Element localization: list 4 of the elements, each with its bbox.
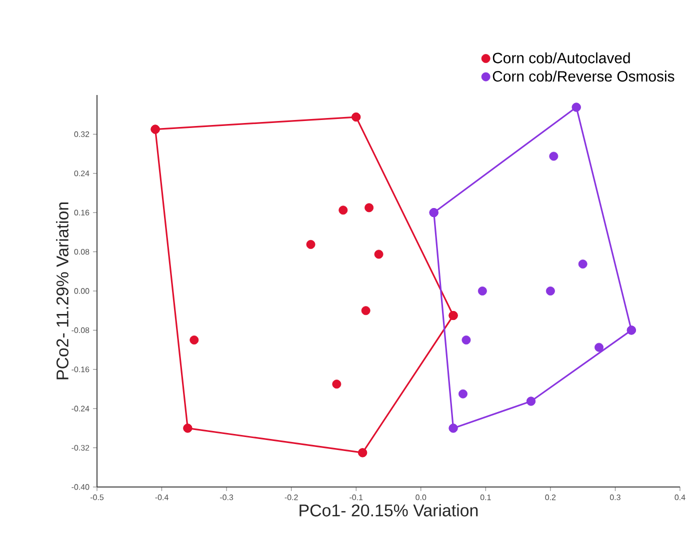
- legend-label: Corn cob/Reverse Osmosis: [492, 70, 674, 82]
- legend-label: Corn cob/Autoclaved: [492, 52, 630, 64]
- x-axis-title: PCo1- 20.15% Variation: [300, 504, 478, 516]
- y-axis-title: PCo2- 11.29% Variation: [56, 202, 68, 380]
